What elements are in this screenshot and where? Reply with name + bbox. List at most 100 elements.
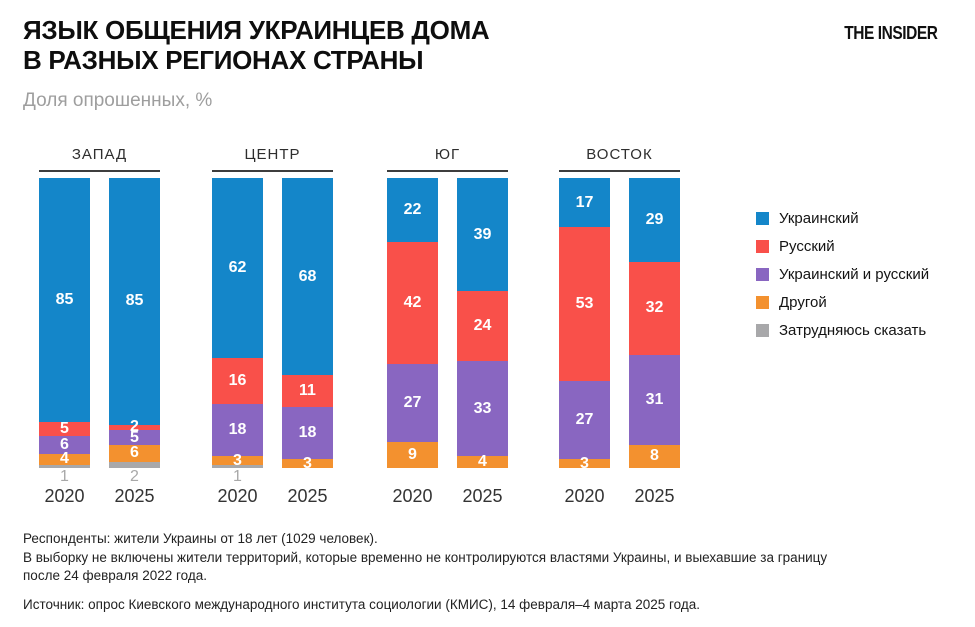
bar-2025: 85 2 5 6 (109, 178, 160, 468)
segment-value-label: 62 (228, 258, 247, 276)
bar-segment: 5 (109, 428, 160, 446)
footnote-sample-line2: после 24 февраля 2022 года. (23, 568, 207, 583)
legend-swatch (756, 268, 769, 281)
segment-value-label: 18 (228, 421, 247, 439)
year-label: 2025 (462, 486, 503, 506)
segment-value-label: 3 (233, 451, 242, 469)
hardtosay-value-label (629, 468, 680, 485)
bar-segment: 4 (457, 453, 508, 471)
bar-segment: 9 (387, 441, 438, 468)
segment-value-label: 16 (228, 371, 247, 389)
segment-value-label: 6 (60, 436, 69, 453)
segment-value-label: 29 (645, 211, 664, 229)
hardtosay-label-row: 1 (212, 468, 333, 485)
legend-item: Другой (756, 294, 929, 311)
bar-segment (109, 462, 160, 468)
bar-segment: 85 (109, 178, 160, 425)
year-axis-row: 2020 2025 (212, 486, 333, 507)
legend-label: Украинский и русский (779, 266, 930, 283)
hardtosay-value-label: 2 (130, 468, 139, 485)
segment-value-label: 27 (403, 393, 422, 411)
segment-value-label: 85 (125, 292, 144, 310)
chart-legend: Украинский Русский Украинский и русский Дру… (756, 211, 930, 352)
bar-2020: 17 53 27 3 (559, 178, 610, 471)
segment-value-label: 31 (645, 390, 664, 408)
bar-segment: 3 (282, 455, 333, 471)
segment-value-label: 11 (299, 382, 316, 400)
segment-value-label: 8 (650, 447, 659, 465)
bar-segment: 39 (457, 178, 508, 292)
segment-value-label: 4 (60, 450, 69, 468)
legend-item: Затрудняюсь сказать (756, 322, 929, 339)
bar-segment: 16 (212, 357, 263, 405)
bar-segment: 29 (629, 178, 680, 263)
hardtosay-value-label (457, 468, 508, 485)
footnotes: Респонденты: жители Украины от 18 лет (1… (23, 530, 953, 614)
segment-value-label: 2 (130, 418, 139, 436)
segment-value-label: 5 (130, 428, 139, 446)
segment-value-label: 33 (473, 399, 492, 417)
bar-2020: 85 5 6 4 (39, 178, 90, 468)
region-group: ЗАПАД 85 5 6 4 85 2 5 6 1 2 2020 2025 (39, 146, 160, 507)
hardtosay-value-label (387, 468, 438, 485)
segment-value-label: 18 (298, 424, 317, 442)
segment-value-label: 53 (575, 295, 594, 313)
bar-segment: 32 (629, 262, 680, 355)
hardtosay-value-label: 1 (233, 468, 242, 485)
legend-label: Другой (779, 294, 827, 311)
bar-segment: 68 (282, 178, 333, 376)
bar-segment: 22 (387, 178, 438, 242)
bar-segment: 6 (39, 436, 90, 454)
chart-subtitle: Доля опрошенных, % (23, 90, 213, 111)
region-bars: 62 16 18 3 68 11 18 3 (212, 178, 333, 471)
region-title: ЗАПАД (39, 146, 160, 172)
year-label: 2025 (634, 486, 675, 506)
segment-value-label: 3 (580, 454, 589, 472)
year-axis-row: 2020 2025 (387, 486, 508, 507)
year-axis-row: 2020 2025 (39, 486, 160, 507)
bar-2025: 68 11 18 3 (282, 178, 333, 471)
segment-value-label: 6 (130, 444, 139, 462)
legend-label: Русский (779, 238, 835, 255)
segment-value-label: 3 (303, 454, 312, 472)
bar-segment: 3 (212, 452, 263, 468)
stacked-bar-chart: ЗАПАД 85 5 6 4 85 2 5 6 1 2 2020 2025 ЦЕНТР 62 16 18 3 68 1… (0, 146, 975, 516)
bar-segment: 6 (109, 444, 160, 463)
hardtosay-value-label: 1 (60, 468, 69, 485)
bar-segment: 27 (387, 363, 438, 442)
year-label: 2020 (564, 486, 605, 506)
bar-segment: 18 (212, 404, 263, 457)
bar-segment: 3 (559, 455, 610, 471)
bar-segment: 53 (559, 227, 610, 381)
bar-2020: 62 16 18 3 (212, 178, 263, 468)
bar-segment: 33 (457, 360, 508, 457)
footnote-respondents: Респонденты: жители Украины от 18 лет (1… (23, 531, 378, 546)
footnote-sample-line1: В выборку не включены жители территорий,… (23, 549, 828, 565)
year-label: 2020 (217, 486, 258, 506)
region-bars: 22 42 27 9 39 24 33 4 (387, 178, 508, 471)
segment-value-label: 5 (60, 420, 69, 438)
bar-segment: 27 (559, 380, 610, 460)
region-title: ЦЕНТР (212, 146, 333, 172)
bar-segment: 18 (282, 407, 333, 460)
segment-value-label: 68 (298, 267, 317, 285)
bar-2020: 22 42 27 9 (387, 178, 438, 468)
segment-value-label: 24 (473, 316, 492, 334)
bar-segment: 2 (109, 419, 160, 435)
bar-2025: 29 32 31 8 (629, 178, 680, 468)
region-bars: 17 53 27 3 29 32 31 8 (559, 178, 680, 471)
bar-segment: 31 (629, 354, 680, 445)
bar-segment: 24 (457, 291, 508, 361)
page-title-line2: В РАЗНЫХ РЕГИОНАХ СТРАНЫ (23, 45, 424, 75)
legend-item: Украинский и русский (756, 266, 930, 283)
year-axis-row: 2020 2025 (559, 486, 680, 507)
legend-swatch (756, 212, 769, 225)
year-label: 2025 (287, 486, 328, 506)
hardtosay-label-row (387, 468, 508, 485)
region-bars: 85 5 6 4 85 2 5 6 (39, 178, 160, 468)
segment-value-label: 4 (478, 453, 487, 471)
legend-label: Затрудняюсь сказать (779, 322, 927, 339)
segment-value-label: 39 (473, 225, 492, 243)
bar-segment: 4 (39, 450, 90, 468)
